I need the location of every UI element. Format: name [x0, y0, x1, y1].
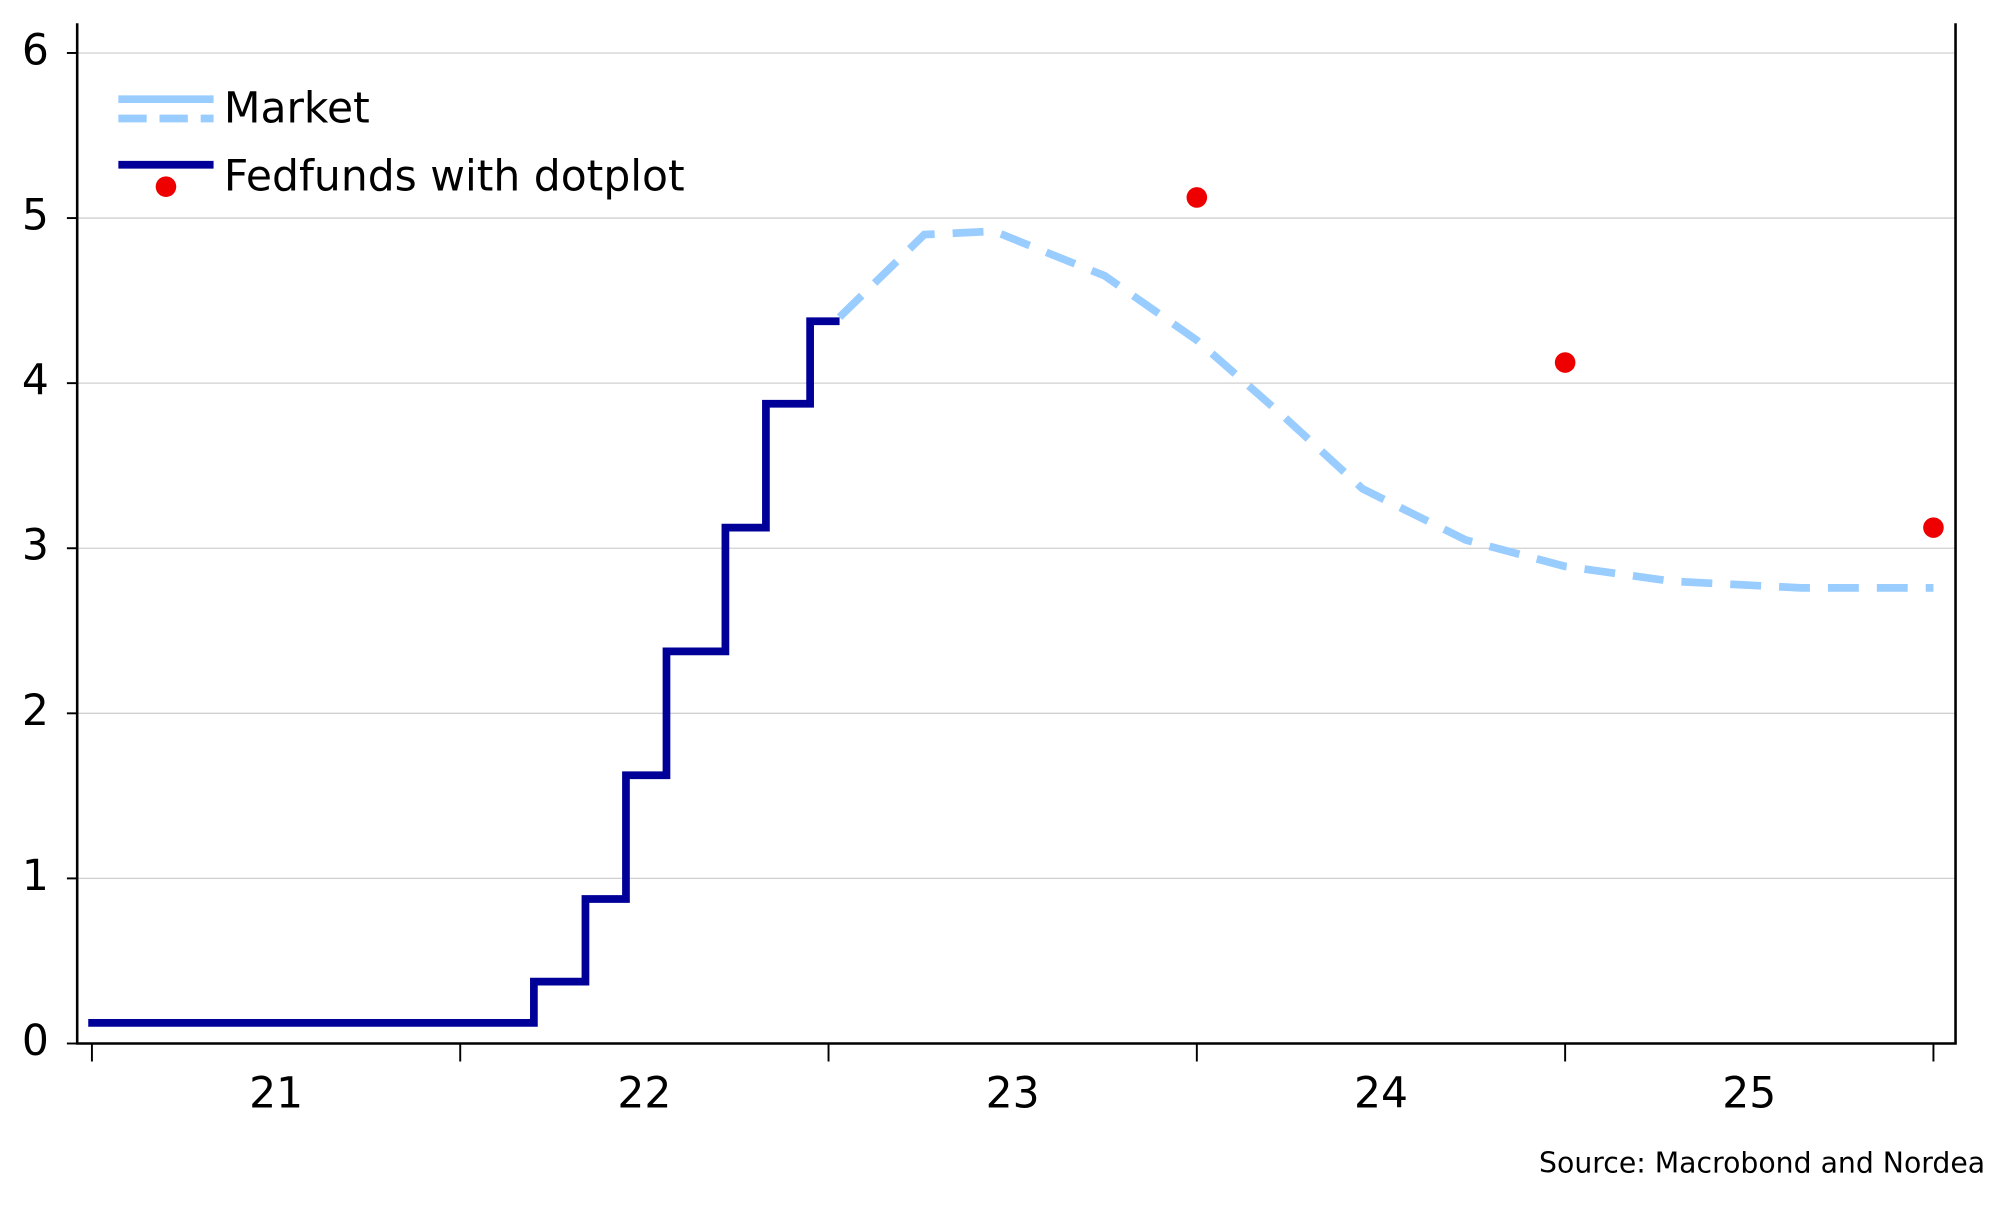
legend-label: Market — [224, 84, 370, 133]
y-tick-label: 2 — [22, 687, 49, 736]
dot — [1554, 352, 1576, 373]
x-tick-label: 21 — [249, 1070, 303, 1119]
dot — [1186, 187, 1208, 208]
y-tick-label: 4 — [22, 357, 49, 406]
legend: Market Fedfunds with dotplot — [118, 84, 685, 201]
y-tick-label: 5 — [22, 192, 49, 241]
axis — [75, 23, 1957, 1045]
y-tick-label: 0 — [22, 1017, 49, 1066]
legend-swatch — [155, 176, 177, 197]
series-line — [88, 317, 840, 1027]
y-tick-label: 6 — [22, 26, 49, 75]
y-tick-label: 1 — [22, 852, 49, 901]
series-line — [836, 227, 1934, 592]
x-tick-label: 25 — [1722, 1070, 1776, 1119]
dot — [1923, 517, 1944, 538]
source: Source: Macrobond and Nordea — [1539, 1146, 1985, 1179]
legend-label: Fedfunds with dotplot — [224, 152, 685, 201]
x-tick-label: 24 — [1354, 1070, 1408, 1119]
x-tick-label: 23 — [986, 1070, 1040, 1119]
y-tick-label: 3 — [22, 522, 49, 571]
x-tick-label: 22 — [617, 1070, 671, 1119]
